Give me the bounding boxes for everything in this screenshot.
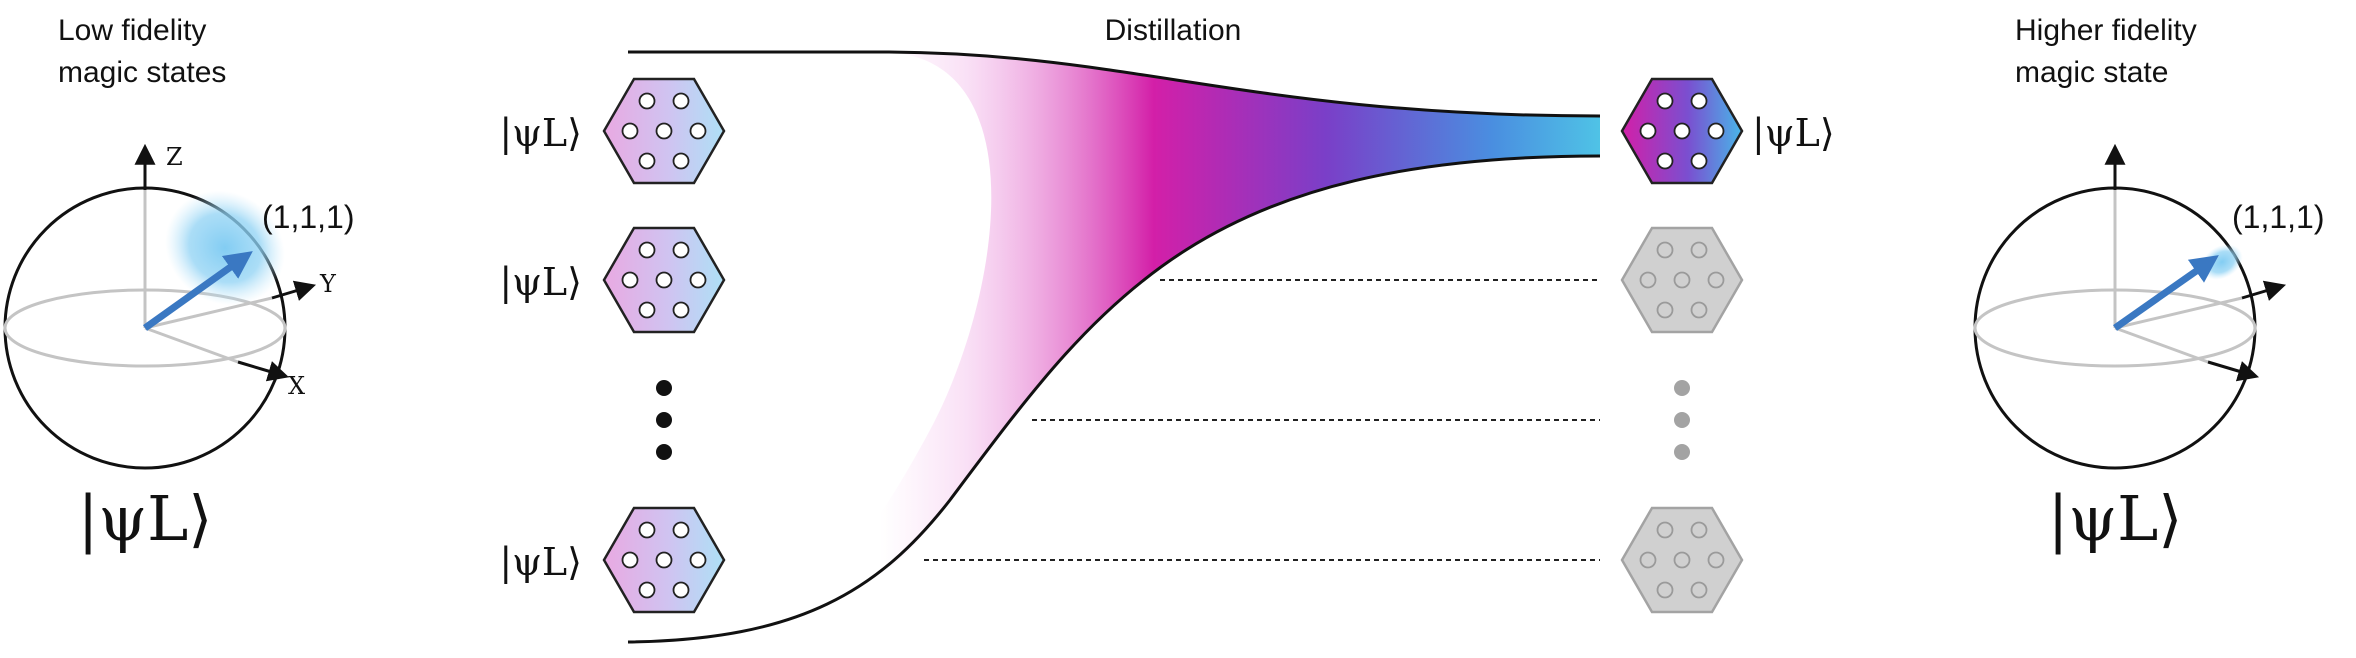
logical-qubit-hex: [602, 226, 726, 334]
heading-center: Distillation: [1105, 14, 1242, 47]
output-state-discarded: [1620, 226, 1744, 334]
state-vector-arrow: [142, 251, 253, 331]
output-state-label: |ψL⟩: [1752, 111, 1835, 155]
ellipsis-dot: [1674, 380, 1690, 396]
ellipsis-dot: [1674, 444, 1690, 460]
y-axis-inner: [144, 296, 273, 330]
heading-left-line2: magic states: [58, 56, 226, 89]
input-state: |ψL⟩: [499, 77, 726, 185]
funnel-lower-edge: [627, 154, 1601, 644]
bloch-sphere-right: (1,1,1) |ψL⟩: [1973, 143, 2324, 555]
x-axis-arrow: [2207, 360, 2260, 382]
input-state-label: |ψL⟩: [499, 111, 582, 155]
bloch-sphere-left: Z Y X (1,1,1) |ψL⟩: [3, 143, 354, 555]
logical-qubit-hex: [602, 77, 726, 185]
state-label-left: |ψL⟩: [78, 482, 213, 555]
heading-right-line2: magic state: [2015, 56, 2168, 89]
heading-left-line1: Low fidelity: [58, 14, 206, 47]
state-vector-arrow: [2112, 255, 2219, 331]
y-axis-inner: [2114, 296, 2243, 330]
heading-right-line1: Higher fidelity: [2015, 14, 2197, 47]
state-uncertainty-blob: [165, 190, 285, 306]
funnel-upper-edge: [628, 50, 1601, 118]
input-state: |ψL⟩: [499, 506, 726, 614]
x-axis-arrow: [237, 360, 290, 382]
x-axis-inner: [2114, 326, 2209, 364]
distillation-funnel: [627, 50, 1601, 644]
input-ellipsis: [656, 380, 672, 460]
point-label: (1,1,1): [262, 199, 354, 235]
axis-label-z: Z: [166, 143, 183, 171]
logical-qubit-hex-distilled: [1620, 77, 1744, 185]
ellipsis-dot: [656, 380, 672, 396]
input-state-label: |ψL⟩: [499, 260, 582, 304]
ellipsis-dot: [1674, 412, 1690, 428]
ellipsis-dot: [656, 412, 672, 428]
y-axis-arrow: [2241, 280, 2287, 301]
input-state: |ψL⟩: [499, 226, 726, 334]
x-axis-inner: [144, 326, 239, 364]
axis-label-x: X: [288, 372, 305, 400]
point-label: (1,1,1): [2232, 199, 2324, 235]
funnel-fill: [628, 52, 1600, 642]
ellipsis-dot: [656, 444, 672, 460]
output-state-discarded: [1620, 506, 1744, 614]
state-label-right: |ψL⟩: [2048, 482, 2183, 555]
input-state-label: |ψL⟩: [499, 540, 582, 584]
y-axis-arrow: [271, 280, 317, 301]
output-state-kept: |ψL⟩: [1620, 77, 1835, 185]
output-ellipsis: [1674, 380, 1690, 460]
axis-label-y: Y: [319, 270, 337, 298]
logical-qubit-hex: [602, 506, 726, 614]
